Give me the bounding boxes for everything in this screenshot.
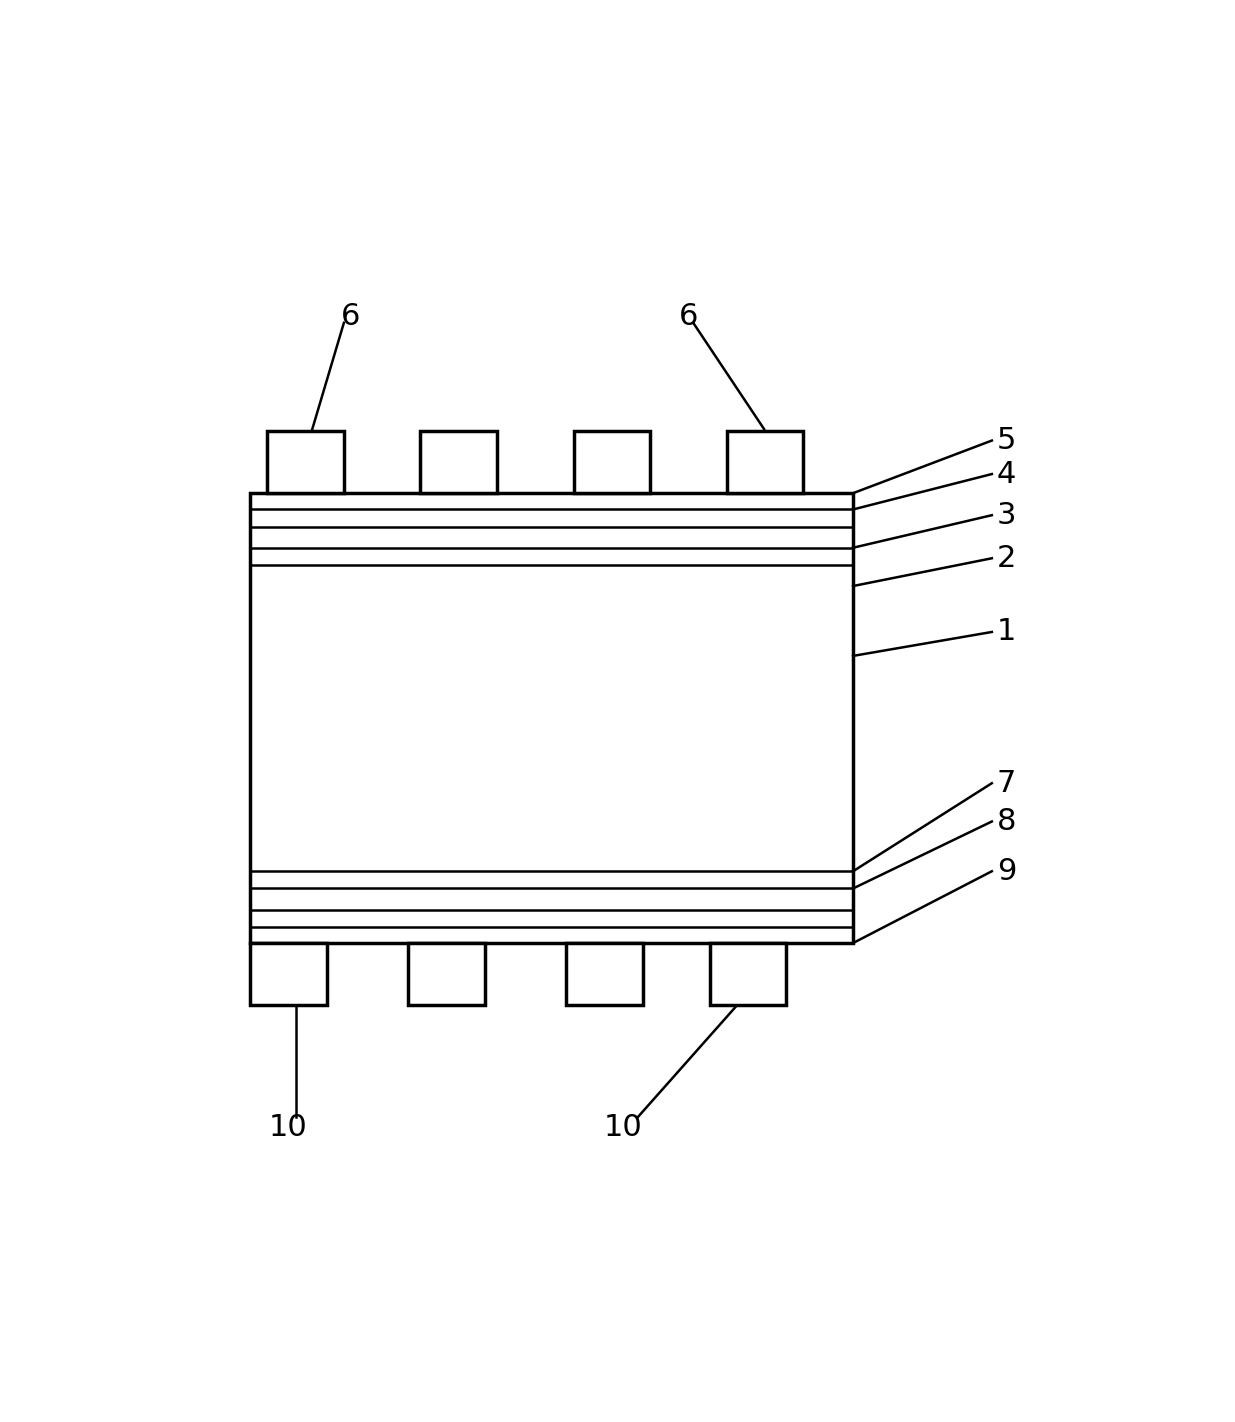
- Bar: [566, 943, 642, 1005]
- Text: 9: 9: [997, 856, 1016, 886]
- Text: 4: 4: [997, 459, 1016, 489]
- Bar: [573, 431, 650, 493]
- Bar: [408, 943, 484, 1005]
- Text: 10: 10: [604, 1113, 642, 1142]
- Bar: [709, 943, 785, 1005]
- Text: 3: 3: [997, 501, 1016, 530]
- Text: 7: 7: [997, 769, 1016, 798]
- Bar: [420, 431, 496, 493]
- Text: 10: 10: [269, 1113, 308, 1142]
- Text: 2: 2: [997, 543, 1016, 573]
- Text: 6: 6: [679, 301, 698, 331]
- Text: 8: 8: [997, 806, 1016, 836]
- Bar: [726, 431, 803, 493]
- Text: 1: 1: [997, 617, 1016, 647]
- Text: 6: 6: [341, 301, 361, 331]
- Text: 5: 5: [997, 427, 1016, 455]
- Bar: [267, 431, 343, 493]
- Bar: [249, 943, 326, 1005]
- Bar: [249, 493, 853, 943]
